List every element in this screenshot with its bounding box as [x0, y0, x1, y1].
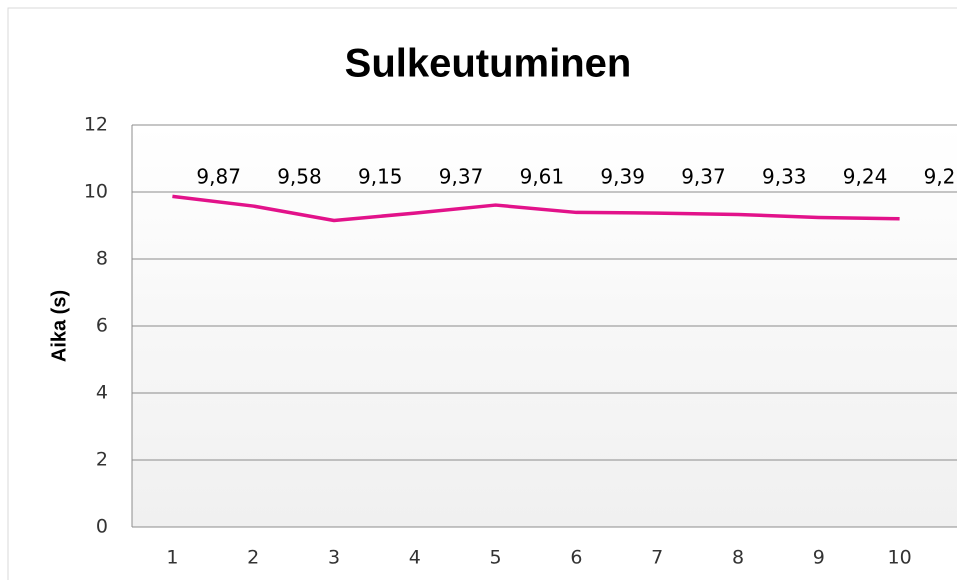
data-line: [172, 194, 900, 223]
y-tick-label: 12: [84, 114, 108, 136]
data-label: 9,24: [843, 165, 888, 189]
y-tick-label: 2: [96, 449, 108, 471]
data-label: 9,37: [439, 165, 484, 189]
data-label: 9,87: [196, 165, 241, 189]
x-tick-label: 7: [651, 547, 663, 569]
x-tick-label: 9: [813, 547, 825, 569]
x-tick-label: 6: [570, 547, 582, 569]
data-label: 9,58: [277, 165, 322, 189]
data-label: 9,2: [924, 165, 956, 189]
x-tick-label: 1: [166, 547, 178, 569]
x-tick-label: 10: [888, 547, 912, 569]
data-label: 9,61: [520, 165, 565, 189]
y-tick-label: 8: [96, 248, 108, 270]
x-tick-label: 4: [409, 547, 421, 569]
y-tick-label: 4: [96, 382, 108, 404]
y-tick-label: 10: [84, 181, 108, 203]
chart-title: Sulkeutuminen: [345, 42, 632, 86]
data-label: 9,15: [358, 165, 403, 189]
y-tick-label: 6: [96, 315, 108, 337]
x-tick-label: 8: [732, 547, 744, 569]
data-label: 9,33: [762, 165, 807, 189]
data-label: 9,39: [600, 165, 645, 189]
data-label: 9,37: [681, 165, 726, 189]
x-tick-label: 5: [490, 547, 502, 569]
x-tick-label: 2: [247, 547, 259, 569]
y-axis-label: Aika (s): [48, 290, 70, 362]
x-tick-label: 3: [328, 547, 340, 569]
y-tick-label: 0: [96, 516, 108, 538]
